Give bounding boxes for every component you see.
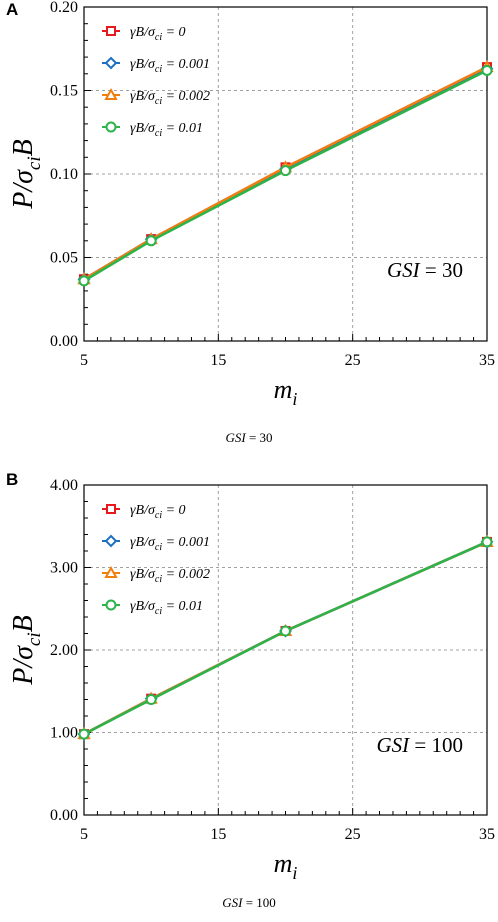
circle-marker (280, 625, 291, 637)
circle-marker (145, 694, 157, 705)
legend-label: γB/σci = 0.01 (130, 599, 203, 617)
plot-frame (83, 6, 488, 342)
gsi-annotation: GSI = 100 (376, 733, 463, 757)
y-tick-label: 0.20 (50, 0, 78, 16)
circle-marker (145, 235, 157, 247)
legend: γB/σci = 0 γB/σci = 0.001 γB/σci = 0.002 γB… (102, 503, 210, 617)
diamond-marker (104, 56, 118, 70)
x-tick-label: 25 (345, 352, 361, 369)
legend-label: γB/σci = 0.01 (130, 121, 203, 139)
circle-marker (280, 165, 291, 177)
legend-label: γB/σci = 0.001 (130, 57, 210, 75)
x-tick-label: 25 (345, 826, 361, 843)
triangle-marker (104, 565, 118, 578)
series-line (83, 66, 488, 281)
plot-frame (83, 484, 488, 816)
x-axis-label: mi (274, 849, 298, 883)
legend-item: γB/σci = 0.001 (102, 56, 210, 75)
legend-item: γB/σci = 0.01 (102, 121, 203, 139)
axis-ticks (83, 6, 488, 342)
series-circle (78, 64, 493, 287)
legend-item: γB/σci = 0.01 (102, 599, 203, 617)
panel-b: B 5 15 25 35 0.00 1.00 2.00 3.00 4.00 mi P/σciB γB/… (0, 470, 498, 922)
x-tick-label: 35 (479, 826, 495, 843)
y-tick-label: 0.10 (50, 166, 78, 183)
legend-item: γB/σci = 0.001 (102, 534, 210, 553)
gsi-annotation: GSI = 30 (387, 258, 463, 282)
chart-caption: GSI = 100 (0, 895, 498, 911)
caption-gsi: GSI (222, 895, 243, 910)
x-tick-label: 15 (210, 826, 226, 843)
triangle-marker (104, 87, 118, 100)
x-tick-label: 15 (210, 352, 226, 369)
legend-label: γB/σci = 0 (130, 25, 186, 43)
chart-b: 5 15 25 35 0.00 1.00 2.00 3.00 4.00 mi P/σciB γB/σc… (8, 477, 495, 883)
caption-gsi-text: GSI = 100 (222, 895, 276, 910)
grid (84, 7, 487, 341)
y-tick-label: 1.00 (50, 725, 78, 742)
legend-item: γB/σci = 0.002 (102, 565, 210, 585)
x-tick-label: 35 (479, 352, 495, 369)
y-tick-label: 0.15 (50, 83, 78, 100)
y-tick-label: 4.00 (50, 477, 78, 494)
circle-marker (481, 536, 493, 548)
x-tick-label: 5 (80, 352, 88, 369)
legend-item: γB/σci = 0 (102, 503, 186, 521)
caption-value: = 100 (242, 895, 276, 910)
series-line (83, 540, 488, 736)
caption-gsi-text: GSI = 30 (225, 430, 272, 445)
x-axis-label: mi (274, 375, 298, 409)
panel-a: A 5 15 25 35 0.00 0.05 0.10 0.15 0.20 mi P/σciB γB/… (0, 0, 498, 460)
grid (84, 485, 487, 815)
square-marker (106, 26, 116, 36)
legend-label: γB/σci = 0.001 (130, 535, 210, 553)
legend-label: γB/σci = 0 (130, 503, 186, 521)
y-tick-label: 0.00 (50, 333, 78, 350)
x-tick-label: 5 (80, 826, 88, 843)
panel-label: A (6, 0, 19, 19)
circle-marker (78, 275, 90, 287)
y-tick-label: 3.00 (50, 560, 78, 577)
square-marker (106, 504, 116, 514)
panel-label: B (6, 470, 19, 489)
chart-a: 5 15 25 35 0.00 0.05 0.10 0.15 0.20 mi P/σciB γB/σc… (8, 0, 495, 409)
legend-label: γB/σci = 0.002 (130, 567, 210, 585)
legend-item: γB/σci = 0 (102, 25, 186, 43)
caption-value: = 30 (245, 430, 273, 445)
circle-marker (105, 599, 117, 611)
y-tick-label: 0.00 (50, 807, 78, 824)
circle-marker (105, 121, 117, 133)
legend-label: γB/σci = 0.002 (130, 89, 210, 107)
y-tick-label: 2.00 (50, 642, 78, 659)
y-tick-label: 0.05 (50, 250, 78, 267)
caption-gsi: GSI (225, 430, 246, 445)
legend-item: γB/σci = 0.002 (102, 87, 210, 107)
circle-marker (78, 728, 90, 740)
y-axis-label: P/σciB (8, 139, 45, 210)
diamond-marker (104, 534, 118, 548)
circle-marker (481, 64, 493, 76)
series-circle (78, 536, 493, 740)
series-line (83, 69, 488, 282)
y-axis-label: P/σciB (8, 615, 45, 686)
chart-caption: GSI = 30 (0, 430, 498, 446)
legend: γB/σci = 0 γB/σci = 0.001 γB/σci = 0.002 γB… (102, 25, 210, 139)
